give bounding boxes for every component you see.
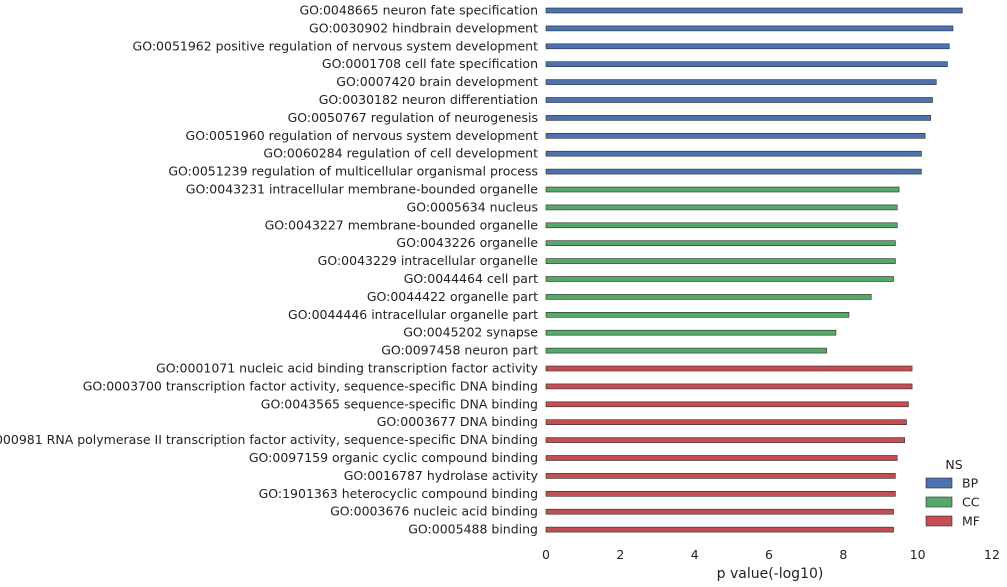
x-tick-label: 2 (616, 547, 624, 562)
category-label: GO:0030902 hindbrain development (309, 20, 538, 35)
bar-cc (545, 311, 850, 318)
x-tick-label: 4 (691, 547, 699, 562)
x-tick-label: 10 (910, 547, 926, 562)
bar-mf (545, 508, 894, 515)
bar-cc (545, 204, 898, 211)
bar-cc (545, 186, 900, 193)
bar-cc (545, 329, 837, 336)
x-tick-label: 0 (542, 547, 550, 562)
legend-title: NS (945, 457, 962, 472)
category-label: GO:0016787 hydrolase activity (344, 468, 539, 483)
legend-label-bp: BP (962, 476, 979, 491)
bar-bp (545, 43, 950, 50)
category-label: GO:0043231 intracellular membrane-bounde… (186, 182, 539, 197)
bar-cc (545, 276, 894, 282)
category-label: GO:0048665 neuron fate specification (299, 3, 538, 18)
bar-mf (545, 455, 898, 461)
category-label: GO:0050767 regulation of neurogenesis (288, 110, 538, 125)
bar-bp (545, 168, 922, 175)
category-label: GO:0005488 binding (408, 522, 538, 537)
category-label: GO:0043226 organelle (396, 235, 538, 250)
bar-mf (545, 437, 905, 443)
bar-cc (545, 294, 872, 300)
category-label: GO:0045202 synapse (403, 325, 538, 340)
bar-mf (545, 490, 896, 497)
x-tick-label: 12 (984, 547, 1000, 562)
bars-group (545, 7, 963, 533)
category-label: GO:0043229 intracellular organelle (318, 253, 539, 268)
category-label: GO:0051962 positive regulation of nervou… (133, 38, 539, 53)
category-label: GO:0097458 neuron part (381, 343, 538, 358)
category-label: GO:0097159 organic cyclic compound bindi… (249, 450, 538, 465)
bar-cc (545, 222, 898, 229)
x-axis-title: p value(-log10) (717, 566, 824, 582)
category-label: GO:0007420 brain development (336, 74, 538, 89)
bar-cc (545, 347, 827, 354)
x-tick-label: 6 (765, 547, 773, 562)
bar-mf (545, 526, 894, 533)
category-labels-group: GO:0048665 neuron fate specification GO:0… (0, 3, 539, 537)
category-label: GO:0043227 membrane-bounded organelle (265, 217, 539, 232)
legend-swatch-cc (925, 496, 953, 508)
bar-bp (545, 61, 948, 68)
bar-mf (545, 383, 913, 390)
x-tick-label: 8 (839, 547, 847, 562)
legend-label-mf: MF (962, 514, 980, 529)
bar-mf (545, 365, 913, 372)
bar-mf (545, 419, 907, 426)
category-label: GO:0051960 regulation of nervous system … (186, 128, 539, 143)
legend-label-cc: CC (962, 495, 980, 510)
bar-cc (545, 258, 896, 264)
category-label: GO:0030182 neuron differentiation (319, 92, 538, 107)
bar-mf (545, 401, 909, 408)
category-label: GO:0060284 regulation of cell developmen… (263, 146, 538, 161)
category-label: GO:1901363 heterocyclic compound binding (259, 486, 538, 501)
legend-swatch-bp (925, 477, 953, 489)
category-label: GO:0005634 nucleus (407, 199, 538, 214)
bar-bp (545, 115, 931, 121)
category-label: GO:0044446 intracellular organelle part (288, 307, 538, 322)
bar-bp (545, 7, 963, 14)
category-label: GO:0044464 cell part (404, 271, 538, 286)
category-label: GO:0003676 nucleic acid binding (330, 504, 538, 519)
category-label: GO:0051239 regulation of multicellular o… (168, 164, 538, 179)
category-label: GO:0000981 RNA polymerase II transcripti… (0, 432, 538, 447)
category-label: GO:0001071 nucleic acid binding transcri… (156, 361, 539, 376)
category-label: GO:0043565 sequence-specific DNA binding (261, 396, 538, 411)
bar-bp (545, 150, 922, 157)
bar-cc (545, 240, 896, 246)
category-label: GO:0001708 cell fate specification (322, 56, 538, 71)
category-label: GO:0003677 DNA binding (377, 414, 538, 429)
x-axis: 0 2 4 6 8 10 12 (542, 547, 1000, 562)
legend-swatch-mf (925, 515, 953, 527)
category-label: GO:0044422 organelle part (367, 289, 538, 304)
category-label: GO:0003700 transcription factor activity… (83, 378, 538, 393)
bar-bp (545, 25, 954, 32)
bar-bp (545, 133, 926, 139)
bar-mf (545, 473, 896, 479)
bar-bp (545, 97, 933, 103)
bar-bp (545, 79, 937, 85)
